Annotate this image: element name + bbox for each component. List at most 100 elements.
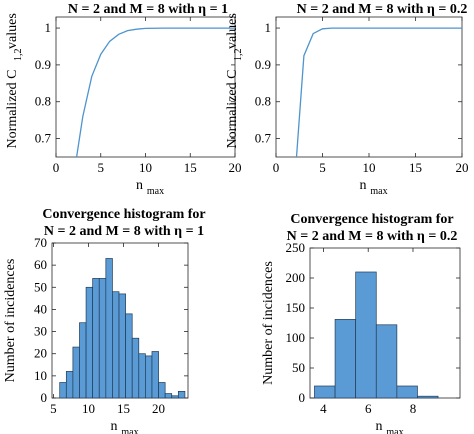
- chart-title-line1: Convergence histogram for: [42, 207, 205, 222]
- y-axis-label-group: Normalized C 1,2 values: [225, 13, 244, 148]
- histogram-bar: [177, 391, 186, 399]
- histogram-bar: [355, 271, 377, 399]
- y-tick-label: 0.7: [35, 131, 52, 146]
- x-tick-label: 0: [53, 160, 60, 175]
- y-axis-label-tail: values: [5, 13, 20, 49]
- y-axis-label-group: Number of incidences: [3, 259, 18, 383]
- axes-frame: 0 5 10 15 20 0.7 0.8 0.9 1 n max Normalized C 1,2 va…: [5, 13, 242, 197]
- histogram-bar: [59, 382, 67, 399]
- histogram-bar: [125, 313, 133, 399]
- y-tick-label: 60: [34, 257, 47, 272]
- x-axis-label: n: [136, 178, 143, 193]
- y-tick-label: 100: [286, 330, 306, 345]
- y-axis-label-group: Normalized C 1,2 values: [5, 13, 24, 148]
- y-tick-label: 0.9: [35, 57, 51, 72]
- x-tick-label: 5: [98, 160, 105, 175]
- x-tick-label: 20: [152, 401, 165, 416]
- y-tick-label: 50: [34, 279, 47, 294]
- y-axis-label-subscript: 1,2: [233, 49, 244, 62]
- y-axis-label: Normalized C: [5, 70, 20, 149]
- y-axis-label: Number of incidences: [3, 259, 18, 383]
- axes-frame: 5 10 15 20 0 10 20 30 40 50 60 70 n max Number of inci…: [3, 235, 189, 434]
- axes-frame: 4 6 8 0 50 100 150 200 250 n max Number of incidenc…: [261, 240, 461, 434]
- panel-top-right-line-chart: N = 2 and M = 8 with η = 0.2 0 5 10 15 20 0.7…: [225, 2, 469, 197]
- series-line: [75, 27, 235, 158]
- histogram-bar: [171, 395, 179, 399]
- x-tick-label: 4: [320, 401, 327, 416]
- x-tick-label: 20: [229, 160, 242, 175]
- y-axis-label: Number of incidences: [261, 261, 276, 385]
- panel-bottom-left-histogram: Convergence histogram for N = 2 and M = …: [3, 207, 206, 434]
- histogram-bar: [131, 337, 140, 399]
- y-tick-label: 0: [299, 390, 306, 405]
- panel-bottom-right-histogram: Convergence histogram for N = 2 and M = …: [261, 212, 461, 434]
- y-tick-label: 1: [45, 20, 52, 35]
- y-axis-label-subscript: 1,2: [13, 49, 24, 62]
- chart-title: N = 2 and M = 8 with η = 0.2: [297, 2, 468, 17]
- histogram-bar: [334, 319, 357, 399]
- histogram-bar: [65, 371, 74, 399]
- axes-frame: 0 5 10 15 20 0.7 0.8 0.9 1 n max Normalized C 1,2 va…: [225, 13, 469, 197]
- histogram-bar: [138, 353, 146, 399]
- histogram-bar: [85, 286, 94, 399]
- plot-frame: [275, 16, 463, 158]
- histogram-bar: [112, 291, 120, 399]
- histogram-bar: [375, 324, 398, 399]
- chart-title-line2: N = 2 and M = 8 with η = 0.2: [287, 229, 458, 244]
- x-axis-label-subscript: max: [121, 427, 138, 434]
- chart-title-line2: N = 2 and M = 8 with η = 1: [44, 224, 204, 239]
- y-tick-label: 200: [286, 270, 306, 285]
- y-tick-label: 20: [34, 346, 47, 361]
- series-line: [295, 27, 462, 158]
- y-tick-label: 30: [34, 324, 47, 339]
- histogram-bar: [396, 385, 418, 399]
- y-tick-label: 70: [34, 235, 47, 250]
- histogram-bar: [314, 385, 336, 399]
- x-tick-label: 15: [117, 401, 130, 416]
- y-tick-label: 150: [286, 300, 306, 315]
- y-tick-label: 0.8: [255, 94, 271, 109]
- histogram-bar: [145, 355, 153, 399]
- x-tick-label: 6: [365, 401, 372, 416]
- x-tick-label: 15: [184, 160, 197, 175]
- histogram-bar: [158, 382, 166, 399]
- histogram-bar: [98, 278, 107, 399]
- x-axis-label: n: [376, 419, 383, 434]
- x-tick-label: 8: [410, 401, 417, 416]
- y-axis-label-tail: values: [225, 13, 240, 49]
- histogram-bar: [164, 393, 173, 399]
- x-tick-label: 15: [409, 160, 422, 175]
- histogram-bar: [417, 395, 439, 399]
- histogram-bar: [72, 346, 80, 399]
- y-tick-label: 250: [286, 240, 306, 255]
- y-tick-label: 1: [265, 20, 272, 35]
- y-tick-label: 40: [34, 301, 47, 316]
- histogram-bar: [92, 278, 100, 399]
- x-axis-label: n: [111, 419, 118, 434]
- x-tick-label: 10: [139, 160, 152, 175]
- chart-title-line1: Convergence histogram for: [290, 212, 453, 227]
- y-axis-label-group: Number of incidences: [261, 261, 276, 385]
- histogram-bar: [151, 351, 159, 399]
- x-tick-label: 5: [50, 401, 57, 416]
- x-tick-label: 5: [319, 160, 326, 175]
- y-tick-label: 0: [41, 390, 48, 405]
- y-axis-label: Normalized C: [225, 70, 240, 149]
- histogram-bar: [105, 258, 113, 399]
- y-tick-label: 10: [34, 368, 47, 383]
- y-tick-label: 50: [292, 360, 305, 375]
- x-tick-label: 10: [82, 401, 95, 416]
- x-tick-label: 0: [273, 160, 280, 175]
- panel-top-left-line-chart: N = 2 and M = 8 with η = 1 0 5 10 15 20 0.7 0.…: [5, 2, 242, 197]
- y-tick-label: 0.8: [35, 94, 51, 109]
- x-tick-label: 20: [456, 160, 469, 175]
- x-tick-label: 10: [363, 160, 376, 175]
- x-axis-label: n: [360, 178, 367, 193]
- histogram-bar: [79, 322, 87, 399]
- y-tick-label: 0.9: [255, 57, 271, 72]
- chart-title: N = 2 and M = 8 with η = 1: [68, 2, 228, 17]
- x-axis-label-subscript: max: [370, 186, 387, 197]
- x-axis-label-subscript: max: [147, 186, 164, 197]
- histogram-bar: [118, 293, 126, 399]
